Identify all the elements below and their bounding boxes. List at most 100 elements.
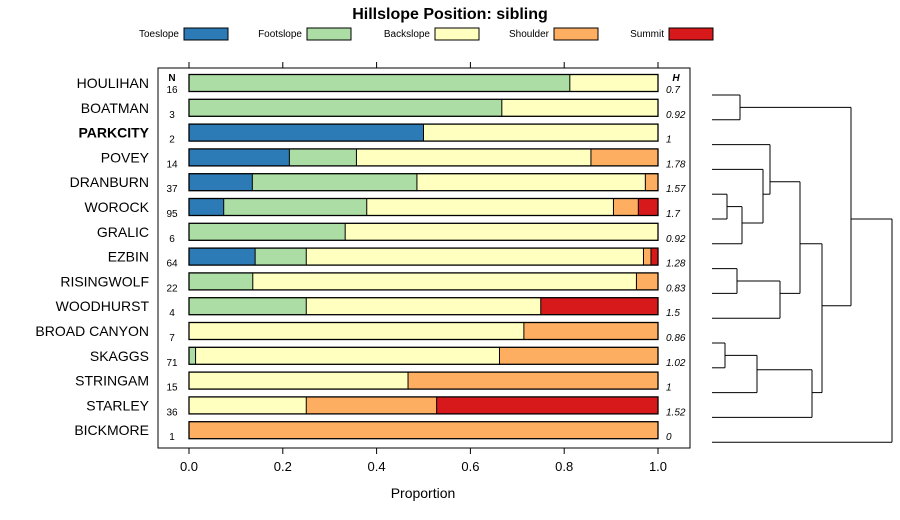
bar-outline-worock — [188, 197, 659, 217]
row-label-worock: WOROCK — [84, 199, 149, 215]
bar-segment-ezbin-footslope — [255, 248, 307, 266]
n-value-skaggs: 71 — [166, 358, 178, 369]
row-label-bickmore: BICKMORE — [74, 422, 149, 438]
bar-segment-ezbin-toeslope — [189, 248, 256, 266]
x-axis: 0.0 0.2 0.4 0.6 0.8 1.0 — [180, 62, 667, 474]
n-value-parkcity: 2 — [169, 135, 175, 146]
n-value-starley: 36 — [166, 407, 178, 418]
x-tick-label: 0.4 — [368, 459, 386, 474]
bar-outline-parkcity — [188, 123, 659, 142]
x-axis-title: Proportion — [391, 485, 456, 501]
bar-segment-woodhurst-footslope — [189, 297, 307, 315]
n-value-gralic: 6 — [169, 234, 175, 245]
bar-segment-starley-shoulder — [306, 396, 437, 414]
row-label-risingwolf: RISINGWOLF — [60, 273, 149, 289]
x-tick-label: 0.8 — [555, 459, 573, 474]
plot-frame — [157, 67, 691, 449]
bar-outline-boatman — [188, 98, 659, 117]
bar-segment-boatman-footslope — [189, 99, 502, 117]
row-label-broad-canyon: BROAD CANYON — [35, 323, 149, 339]
x-tick-label: 0.2 — [274, 459, 292, 474]
row-label-povey: POVEY — [101, 149, 150, 165]
n-value-broad-canyon: 7 — [169, 333, 175, 344]
n-column-header: N — [168, 73, 175, 84]
n-value-stringam: 15 — [166, 383, 178, 394]
bar-segment-worock-toeslope — [189, 198, 224, 216]
bar-outline-ezbin — [188, 247, 659, 266]
n-value-woodhurst: 4 — [169, 308, 175, 319]
legend-swatch-summit — [668, 27, 714, 41]
bar-segment-dranburn-toeslope — [189, 173, 253, 191]
x-tick-label: 0.6 — [461, 459, 479, 474]
n-value-boatman: 3 — [169, 110, 175, 121]
chart-legend: Toeslope Footslope Backslope Shoulder Summit — [139, 27, 714, 41]
bar-segment-broad-canyon-shoulder — [523, 322, 658, 340]
n-value-povey: 14 — [166, 159, 178, 170]
bar-segment-dranburn-footslope — [252, 173, 417, 191]
row-label-woodhurst: WOODHURST — [56, 298, 150, 314]
bar-segment-ezbin-shoulder — [643, 248, 651, 266]
bar-outline-povey — [188, 148, 659, 167]
bar-segment-houlihan-backslope — [569, 74, 658, 92]
bar-outline-woodhurst — [188, 297, 659, 316]
bar-segment-stringam-shoulder — [408, 372, 658, 390]
bar-segment-risingwolf-footslope — [189, 272, 253, 290]
legend-swatch-footslope — [306, 27, 352, 41]
bar-outline-starley — [188, 396, 659, 415]
h-value-stringam: 1 — [666, 383, 672, 394]
bar-segment-worock-summit — [638, 198, 658, 216]
legend-swatch-backslope — [434, 27, 480, 41]
bar-segment-povey-backslope — [356, 148, 591, 166]
bar-segment-starley-summit — [436, 396, 658, 414]
row-label-starley: STARLEY — [86, 397, 149, 413]
bar-outline-skaggs — [188, 346, 659, 365]
h-value-broad-canyon: 0.86 — [666, 333, 686, 344]
row-label-ezbin: EZBIN — [108, 249, 149, 265]
h-value-houlihan: 0.7 — [666, 85, 680, 96]
h-value-boatman: 0.92 — [666, 110, 686, 121]
h-value-worock: 1.7 — [666, 209, 680, 220]
bar-segment-boatman-backslope — [501, 99, 658, 117]
n-value-dranburn: 37 — [166, 184, 178, 195]
dendrogram — [712, 94, 893, 443]
bar-segment-povey-footslope — [289, 148, 357, 166]
legend-swatch-shoulder — [553, 27, 599, 41]
h-value-gralic: 0.92 — [666, 234, 686, 245]
bar-segment-worock-shoulder — [613, 198, 639, 216]
n-value-worock: 95 — [166, 209, 178, 220]
bar-segment-bickmore-shoulder — [189, 421, 658, 439]
n-value-ezbin: 64 — [166, 259, 178, 270]
h-value-risingwolf: 0.83 — [666, 283, 686, 294]
bar-segment-woodhurst-summit — [540, 297, 658, 315]
bar-segment-gralic-backslope — [345, 223, 658, 241]
h-value-bickmore: 0 — [666, 432, 672, 443]
n-value-bickmore: 1 — [169, 432, 175, 443]
legend-label-backslope: Backslope — [384, 29, 431, 40]
h-value-povey: 1.78 — [666, 159, 686, 170]
bar-outline-bickmore — [188, 421, 659, 440]
h-value-woodhurst: 1.5 — [666, 308, 680, 319]
bar-outline-gralic — [188, 222, 659, 241]
h-column-header: H — [672, 73, 680, 84]
h-value-ezbin: 1.28 — [666, 259, 686, 270]
h-value-parkcity: 1 — [666, 135, 672, 146]
legend-label-toeslope: Toeslope — [139, 29, 179, 40]
bar-segment-houlihan-footslope — [189, 74, 570, 92]
bar-segment-stringam-backslope — [189, 372, 409, 390]
bar-segment-worock-backslope — [366, 198, 614, 216]
bar-segment-parkcity-backslope — [423, 124, 658, 142]
legend-swatch-toeslope — [183, 27, 229, 41]
bar-segment-dranburn-shoulder — [645, 173, 658, 191]
h-value-dranburn: 1.57 — [666, 184, 686, 195]
row-label-parkcity: PARKCITY — [78, 125, 149, 141]
x-tick-label: 1.0 — [649, 459, 667, 474]
legend-label-footslope: Footslope — [258, 29, 302, 40]
bar-segment-broad-canyon-backslope — [189, 322, 524, 340]
h-value-skaggs: 1.02 — [666, 358, 686, 369]
bar-segment-woodhurst-backslope — [306, 297, 541, 315]
n-value-risingwolf: 22 — [166, 283, 178, 294]
legend-label-shoulder: Shoulder — [509, 29, 550, 40]
bar-segment-risingwolf-shoulder — [636, 272, 658, 290]
